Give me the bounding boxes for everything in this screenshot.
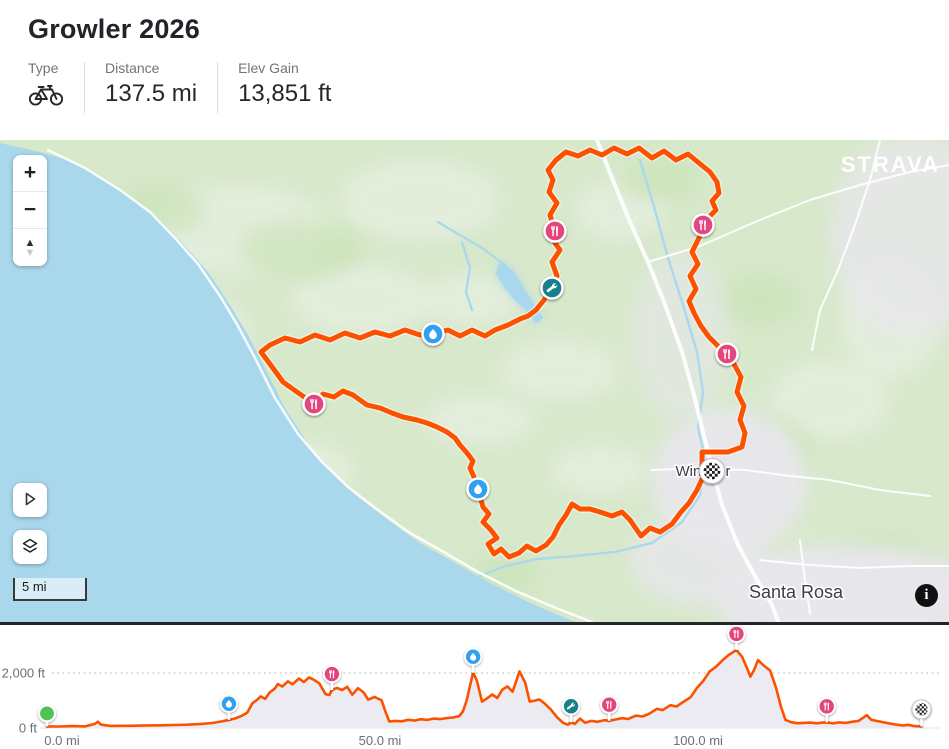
info-icon: i: [924, 587, 929, 603]
food-utensils-icon: [733, 630, 739, 638]
finish-marker[interactable]: [699, 458, 725, 484]
zoom-out-button[interactable]: −: [13, 192, 47, 229]
tilt-control[interactable]: ▲ ▼: [13, 229, 47, 266]
map-scale-label: 5 mi: [22, 579, 47, 594]
stat-distance-label: Distance: [105, 60, 160, 76]
route-header: Growler 2026 Type Distance 137.5 mi: [0, 0, 949, 140]
food-marker[interactable]: [322, 664, 342, 691]
water-marker[interactable]: [466, 477, 490, 501]
tilt-up-icon: ▲: [24, 236, 36, 249]
zoom-in-button[interactable]: +: [13, 155, 47, 192]
x-axis-tick: 0.0 mi: [44, 733, 80, 748]
water-marker[interactable]: [463, 647, 483, 673]
wrench-icon: [566, 702, 576, 710]
mechanic-marker[interactable]: [561, 697, 581, 723]
route-map[interactable]: WindsorSanta Rosa STRAVA + − ▲ ▼: [0, 140, 949, 625]
map-road: [811, 140, 881, 351]
food-utensils-icon: [551, 226, 558, 237]
x-axis-tick: 50.0 mi: [359, 733, 402, 748]
food-marker[interactable]: [727, 625, 746, 650]
map-canvas: WindsorSanta Rosa: [0, 140, 949, 622]
stat-distance-value: 137.5 mi: [105, 80, 198, 107]
map-road: [799, 539, 811, 615]
stat-type-label: Type: [28, 60, 59, 76]
wrench-icon: [546, 283, 558, 293]
elevation-chart[interactable]: 0 ft 2,000 ft 0.0 mi 50.0 mi 100.0 mi: [0, 625, 949, 749]
stat-type: Type: [28, 60, 64, 113]
route-title: Growler 2026: [28, 14, 200, 44]
map-city-label: Santa Rosa: [749, 582, 844, 602]
x-axis-tick: 100.0 mi: [673, 733, 723, 748]
food-utensils-icon: [329, 670, 335, 679]
start-marker[interactable]: [37, 704, 57, 727]
map-zoom-control: + − ▲ ▼: [13, 155, 47, 266]
food-marker[interactable]: [543, 219, 567, 243]
map-urban-area: [715, 545, 949, 622]
stat-elev-value: 13,851 ft: [238, 80, 332, 107]
stat-divider: [84, 62, 85, 113]
map-urban-area: [830, 140, 949, 335]
layers-icon: [21, 537, 39, 558]
stat-divider: [217, 62, 219, 113]
water-drop-icon: [474, 484, 482, 495]
map-road: [759, 559, 949, 569]
elevation-line: [45, 648, 923, 728]
food-marker[interactable]: [691, 213, 715, 237]
mechanic-marker[interactable]: [540, 276, 564, 300]
map-scale-bar: 5 mi: [13, 578, 87, 601]
map-road: [647, 164, 949, 263]
y-axis-tick: 2,000 ft: [2, 666, 46, 681]
stat-elev-gain: Elev Gain 13,851 ft: [238, 60, 331, 113]
map-river: [460, 240, 474, 312]
map-info-button[interactable]: i: [915, 584, 938, 607]
route-stats: Type Distance 137.5 mi Elev Gain 1: [28, 60, 949, 113]
finish-marker[interactable]: [911, 699, 932, 727]
elevation-canvas: 0 ft 2,000 ft 0.0 mi 50.0 mi 100.0 mi: [2, 625, 940, 748]
layers-button[interactable]: [13, 530, 47, 564]
map-ocean: [0, 143, 575, 622]
food-marker[interactable]: [600, 695, 619, 721]
water-marker[interactable]: [219, 694, 239, 720]
map-urban-area: [632, 250, 728, 420]
food-utensils-icon: [310, 399, 317, 410]
tilt-down-icon: ▼: [24, 246, 36, 259]
water-drop-icon: [225, 699, 232, 708]
water-drop-icon: [429, 329, 437, 340]
food-utensils-icon: [723, 349, 730, 360]
map-road: [46, 148, 594, 622]
food-utensils-icon: [606, 700, 612, 709]
food-utensils-icon: [699, 220, 706, 231]
map-lake: [496, 262, 543, 323]
y-axis-tick: 0 ft: [19, 721, 37, 736]
water-drop-icon: [470, 652, 477, 661]
food-marker[interactable]: [817, 697, 836, 723]
stat-distance: Distance 137.5 mi: [105, 60, 197, 113]
map-river: [436, 220, 507, 267]
map-road: [595, 140, 781, 622]
playback-button[interactable]: [13, 483, 47, 517]
stat-elev-label: Elev Gain: [238, 60, 299, 76]
water-marker[interactable]: [421, 322, 445, 346]
food-marker[interactable]: [715, 342, 739, 366]
food-utensils-icon: [823, 702, 830, 711]
food-marker[interactable]: [302, 392, 326, 416]
elevation-area: [47, 649, 922, 728]
play-icon: [22, 491, 38, 510]
bike-icon: [28, 81, 64, 113]
strava-logo: STRAVA: [840, 152, 940, 177]
